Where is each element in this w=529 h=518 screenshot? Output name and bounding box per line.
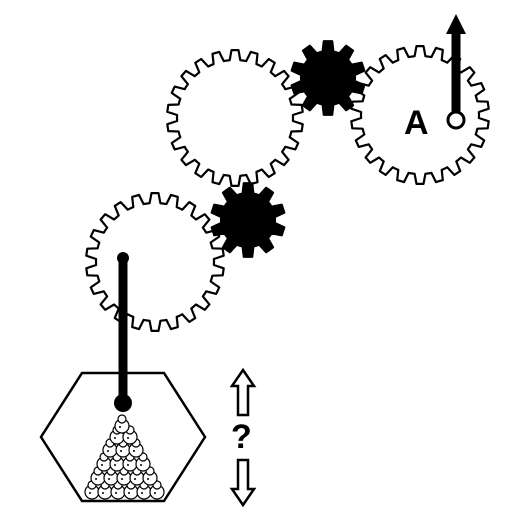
pear-dot-0-1 bbox=[102, 492, 104, 494]
pivot-a bbox=[446, 110, 466, 130]
pear-dot-3-2 bbox=[133, 450, 135, 452]
container-rod-top-pivot bbox=[117, 252, 129, 264]
pear-dot-4-1 bbox=[127, 437, 129, 439]
pear-dot-3-1 bbox=[120, 450, 122, 452]
pear-dot-0-3 bbox=[128, 492, 130, 494]
pear-dot-2-3 bbox=[140, 464, 142, 466]
pear-dot-1-4 bbox=[147, 478, 149, 480]
container bbox=[39, 252, 207, 503]
pear-dot-1-1 bbox=[108, 478, 110, 480]
pear-dot-0-2 bbox=[115, 492, 117, 494]
pear-dot-1-2 bbox=[121, 478, 123, 480]
label-point-a: A bbox=[404, 104, 429, 142]
pear-pile bbox=[84, 414, 165, 500]
pear-dot-4-0 bbox=[114, 437, 116, 439]
pear-dot-0-4 bbox=[141, 492, 143, 494]
gear-middle-solid-solid bbox=[210, 182, 286, 258]
container-rod-bottom-knob bbox=[114, 394, 132, 412]
gear-group bbox=[85, 40, 490, 332]
pear-dot-0-5 bbox=[154, 492, 156, 494]
gear-top-left-outline bbox=[166, 49, 304, 187]
gear-bottom-left-outline bbox=[85, 192, 225, 332]
pear-dot-3-0 bbox=[107, 450, 109, 452]
pear-dot-2-2 bbox=[127, 464, 129, 466]
arrow-down-outline-icon bbox=[229, 458, 257, 508]
pear-dot-1-0 bbox=[95, 478, 97, 480]
pear-dot-2-1 bbox=[114, 464, 116, 466]
pear-dot-1-3 bbox=[134, 478, 136, 480]
pear-dot-0-0 bbox=[89, 492, 91, 494]
question-group: ? bbox=[229, 367, 257, 508]
pear-top-5-0 bbox=[117, 414, 127, 424]
lever-a-arrow-up-icon bbox=[446, 14, 466, 34]
gear-top-middle-solid bbox=[290, 40, 366, 116]
question-mark: ? bbox=[231, 418, 252, 456]
lever-a: A bbox=[404, 14, 466, 142]
arrow-up-outline-icon bbox=[229, 367, 257, 417]
pear-dot-2-0 bbox=[101, 464, 103, 466]
pear-dot-5-0 bbox=[119, 426, 121, 428]
